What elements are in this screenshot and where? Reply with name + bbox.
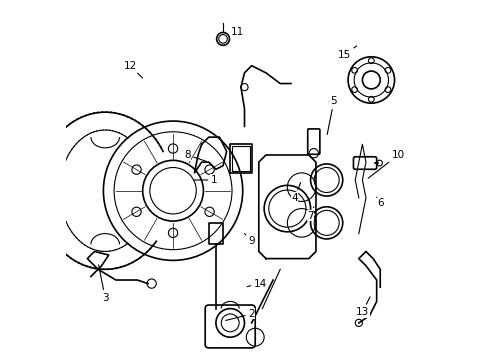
Text: 11: 11 (230, 27, 244, 37)
FancyBboxPatch shape (205, 305, 255, 348)
Text: 6: 6 (376, 197, 383, 208)
Text: 2: 2 (225, 309, 254, 320)
Text: 9: 9 (244, 234, 254, 246)
FancyBboxPatch shape (307, 129, 319, 154)
Text: 12: 12 (123, 61, 142, 78)
Text: 15: 15 (337, 46, 356, 60)
Text: 4: 4 (290, 183, 300, 203)
Text: 7: 7 (306, 207, 313, 221)
Text: 3: 3 (99, 265, 108, 303)
FancyBboxPatch shape (353, 157, 376, 169)
Text: 14: 14 (247, 279, 266, 289)
Text: 10: 10 (367, 150, 404, 178)
Text: 1: 1 (193, 175, 217, 185)
Text: 8: 8 (183, 150, 206, 161)
Text: 5: 5 (326, 96, 336, 134)
Text: 13: 13 (355, 297, 369, 317)
